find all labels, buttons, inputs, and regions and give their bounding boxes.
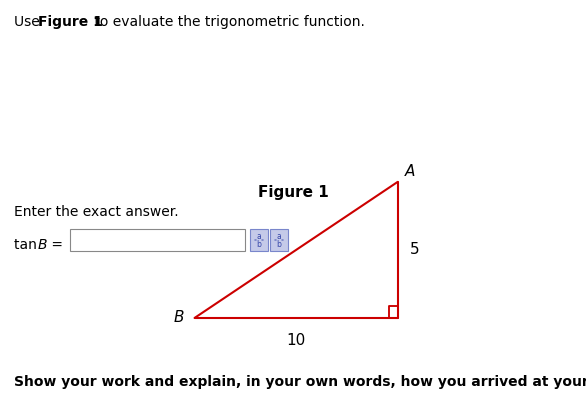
Text: a: a — [257, 232, 261, 241]
Text: Figure 1: Figure 1 — [38, 15, 103, 29]
FancyBboxPatch shape — [70, 229, 245, 251]
Text: to evaluate the trigonometric function.: to evaluate the trigonometric function. — [90, 15, 365, 29]
Text: Figure 1: Figure 1 — [258, 185, 328, 200]
Text: Show your work and explain, in your own words, how you arrived at your answer.: Show your work and explain, in your own … — [14, 375, 586, 389]
Text: a: a — [277, 232, 281, 241]
Text: Enter the exact answer.: Enter the exact answer. — [14, 205, 179, 219]
Text: b: b — [257, 240, 261, 249]
Text: B: B — [174, 310, 185, 326]
Text: 10: 10 — [287, 333, 306, 348]
Text: A: A — [405, 164, 415, 179]
Text: 5: 5 — [410, 243, 420, 258]
Text: =: = — [47, 238, 63, 252]
FancyBboxPatch shape — [250, 229, 268, 251]
Text: Use: Use — [14, 15, 44, 29]
Text: B: B — [38, 238, 47, 252]
FancyBboxPatch shape — [270, 229, 288, 251]
Text: tan: tan — [14, 238, 40, 252]
Text: b: b — [277, 240, 281, 249]
